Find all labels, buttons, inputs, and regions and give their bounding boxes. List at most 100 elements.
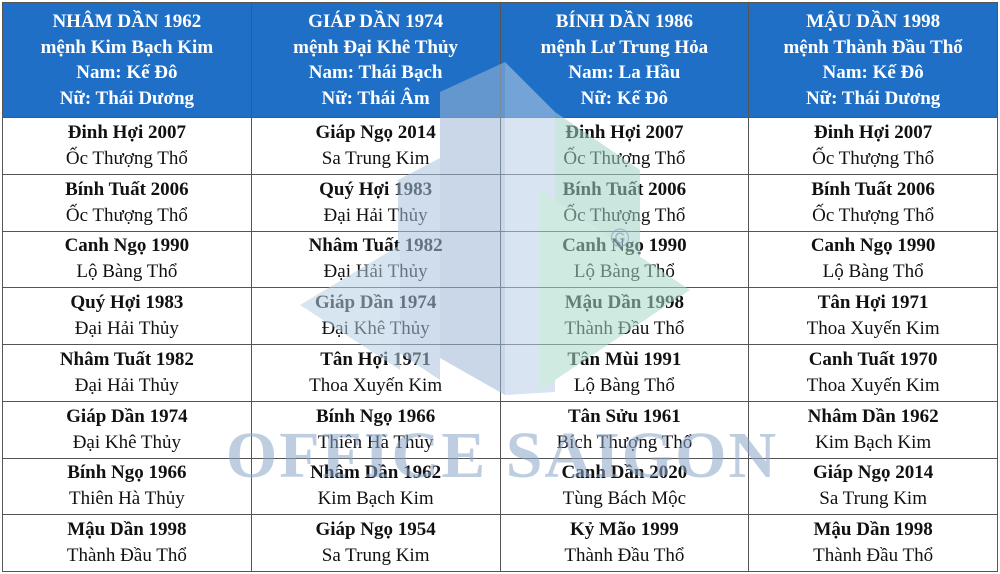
table-row: Nhâm Tuất 1982 Đại Hải Thủy Tân Hợi 1971 T… xyxy=(2,344,998,402)
cell-element: Thành Đầu Thổ xyxy=(66,545,187,567)
cell-element: Thoa Xuyến Kim xyxy=(806,374,940,396)
cell-element: Ốc Thượng Thổ xyxy=(65,204,188,226)
table-cell: Tân Hợi 1971 Thoa Xuyến Kim xyxy=(250,344,501,402)
header-male-star: Nam: La Hầu xyxy=(568,62,681,83)
table-row: Canh Ngọ 1990 Lộ Bàng Thổ Nhâm Tuất 1982 Đ… xyxy=(2,230,998,289)
cell-element: Lộ Bàng Thổ xyxy=(76,261,178,283)
header-element: mệnh Thành Đầu Thổ xyxy=(783,36,963,58)
header-male-star: Nam: Thái Bạch xyxy=(308,62,443,83)
cell-element: Đại Hải Thủy xyxy=(323,261,428,283)
header-female-star: Nữ: Thái Dương xyxy=(59,87,195,109)
table-row: Mậu Dần 1998 Thành Đầu Thổ Giáp Ngọ 1954 S… xyxy=(2,514,998,572)
cell-year: Nhâm Dần 1962 xyxy=(310,462,442,484)
cell-year: Tân Mùi 1991 xyxy=(567,348,682,370)
table-cell: Canh Ngọ 1990 Lộ Bàng Thổ xyxy=(499,230,750,289)
cell-year: Mậu Dần 1998 xyxy=(564,292,685,314)
table-cell: Canh Tuất 1970 Thoa Xuyến Kim xyxy=(748,344,998,402)
table-cell: Mậu Dần 1998 Thành Đầu Thổ xyxy=(2,514,252,572)
table-cell: Nhâm Tuất 1982 Đại Hải Thủy xyxy=(250,230,501,289)
table-cell: Bính Tuất 2006 Ốc Thượng Thổ xyxy=(748,173,998,232)
cell-element: Đại Khê Thủy xyxy=(321,318,430,340)
cell-year: Giáp Dần 1974 xyxy=(314,292,437,314)
cell-year: Đinh Hợi 2007 xyxy=(67,121,186,143)
table-row: Bính Ngọ 1966 Thiên Hà Thủy Nhâm Dần 1962… xyxy=(2,457,998,516)
header-female-star: Nữ: Thái Dương xyxy=(805,87,941,109)
cell-year: Quý Hợi 1983 xyxy=(70,292,184,314)
cell-element: Thành Đầu Thổ xyxy=(564,545,685,567)
cell-element: Đại Hải Thủy xyxy=(323,204,428,226)
cell-year: Nhâm Dần 1962 xyxy=(807,405,939,427)
header-female-star: Nữ: Thái Âm xyxy=(321,87,430,109)
cell-year: Nhâm Tuất 1982 xyxy=(308,235,443,257)
cell-element: Bích Thượng Thổ xyxy=(556,431,693,453)
table-row: Bính Tuất 2006 Ốc Thượng Thổ Quý Hợi 1983… xyxy=(2,173,998,232)
table-cell: Canh Ngọ 1990 Lộ Bàng Thổ xyxy=(748,230,998,289)
header-year: NHÂM DẦN 1962 xyxy=(52,11,202,32)
table-cell: Đinh Hợi 2007 Ốc Thượng Thổ xyxy=(499,117,750,175)
table-cell: Tân Mùi 1991 Lộ Bàng Thổ xyxy=(499,344,750,402)
cell-year: Nhâm Tuất 1982 xyxy=(59,348,194,370)
cell-year: Bính Ngọ 1966 xyxy=(67,462,187,484)
cell-element: Thoa Xuyến Kim xyxy=(309,374,443,396)
cell-element: Đại Hải Thủy xyxy=(74,374,179,396)
header-cell: GIÁP DẦN 1974 mệnh Đại Khê Thủy Nam: Thá… xyxy=(250,2,501,118)
header-female-star: Nữ: Kế Đô xyxy=(580,87,669,109)
table-row: Quý Hợi 1983 Đại Hải Thủy Giáp Dần 1974 Đạ… xyxy=(2,287,998,345)
table-cell: Canh Ngọ 1990 Lộ Bàng Thổ xyxy=(2,230,252,289)
cell-element: Đại Khê Thủy xyxy=(72,431,182,453)
cell-year: Bính Tuất 2006 xyxy=(811,178,935,200)
cell-element: Đại Hải Thủy xyxy=(74,318,179,340)
cell-year: Đinh Hợi 2007 xyxy=(814,121,933,143)
table-cell: Giáp Dần 1974 Đại Khê Thủy xyxy=(250,287,501,345)
cell-year: Canh Ngọ 1990 xyxy=(64,235,190,257)
cell-year: Canh Dần 2020 xyxy=(561,462,688,484)
table-cell: Đinh Hợi 2007 Ốc Thượng Thổ xyxy=(748,117,998,175)
cell-element: Tùng Bách Mộc xyxy=(562,488,687,510)
table-cell: Tân Sửu 1961 Bích Thượng Thổ xyxy=(499,400,750,459)
cell-element: Thiên Hà Thủy xyxy=(69,488,185,510)
cell-element: Thành Đầu Thổ xyxy=(813,545,934,567)
table-cell: Giáp Dần 1974 Đại Khê Thủy xyxy=(2,400,252,459)
table-cell: Giáp Ngọ 2014 Sa Trung Kim xyxy=(250,117,501,175)
cell-year: Giáp Ngọ 2014 xyxy=(812,462,934,484)
table-cell: Bính Ngọ 1966 Thiên Hà Thủy xyxy=(250,400,501,459)
cell-year: Bính Tuất 2006 xyxy=(562,178,687,200)
cell-element: Thoa Xuyến Kim xyxy=(806,318,940,340)
cell-year: Tân Hợi 1971 xyxy=(320,348,432,370)
header-element: mệnh Lư Trung Hỏa xyxy=(540,36,709,58)
table-cell: Bính Tuất 2006 Ốc Thượng Thổ xyxy=(499,173,750,232)
cell-element: Kim Bạch Kim xyxy=(815,431,932,453)
cell-year: Mậu Dần 1998 xyxy=(813,519,933,541)
cell-element: Thiên Hà Thủy xyxy=(317,431,434,453)
header-cell: BÍNH DẦN 1986 mệnh Lư Trung Hỏa Nam: La … xyxy=(499,2,750,118)
cell-element: Sa Trung Kim xyxy=(819,488,927,510)
table-cell: Giáp Ngọ 2014 Sa Trung Kim xyxy=(748,457,998,516)
cell-element: Ốc Thượng Thổ xyxy=(563,204,686,226)
cell-element: Thành Đầu Thổ xyxy=(564,318,685,340)
table-cell: Mậu Dần 1998 Thành Đầu Thổ xyxy=(499,287,750,345)
cell-element: Ốc Thượng Thổ xyxy=(812,204,935,226)
cell-year: Tân Sửu 1961 xyxy=(567,405,681,427)
header-cell: MẬU DẦN 1998 mệnh Thành Đầu Thổ Nam: Kế … xyxy=(748,2,998,118)
cell-element: Lộ Bàng Thổ xyxy=(573,261,675,283)
header-cell: NHÂM DẦN 1962 mệnh Kim Bạch Kim Nam: Kế … xyxy=(2,2,252,118)
table-cell: Nhâm Tuất 1982 Đại Hải Thủy xyxy=(2,344,252,402)
cell-element: Lộ Bàng Thổ xyxy=(573,374,675,396)
header-row: NHÂM DẦN 1962 mệnh Kim Bạch Kim Nam: Kế … xyxy=(2,2,998,118)
cell-year: Bính Tuất 2006 xyxy=(65,178,189,200)
header-year: BÍNH DẦN 1986 xyxy=(555,11,693,32)
header-male-star: Nam: Kế Đô xyxy=(822,62,924,83)
table-cell: Giáp Ngọ 1954 Sa Trung Kim xyxy=(250,514,501,572)
cell-element: Sa Trung Kim xyxy=(321,147,430,169)
cell-year: Giáp Dần 1974 xyxy=(66,405,188,427)
cell-year: Kỷ Mão 1999 xyxy=(570,519,679,541)
cell-year: Canh Tuất 1970 xyxy=(808,348,938,370)
cell-year: Giáp Ngọ 2014 xyxy=(315,121,436,143)
table-cell: Đinh Hợi 2007 Ốc Thượng Thổ xyxy=(2,117,252,175)
cell-element: Lộ Bàng Thổ xyxy=(822,261,924,283)
cell-element: Sa Trung Kim xyxy=(321,545,430,567)
cell-element: Ốc Thượng Thổ xyxy=(563,147,686,169)
table-cell: Nhâm Dần 1962 Kim Bạch Kim xyxy=(748,400,998,459)
